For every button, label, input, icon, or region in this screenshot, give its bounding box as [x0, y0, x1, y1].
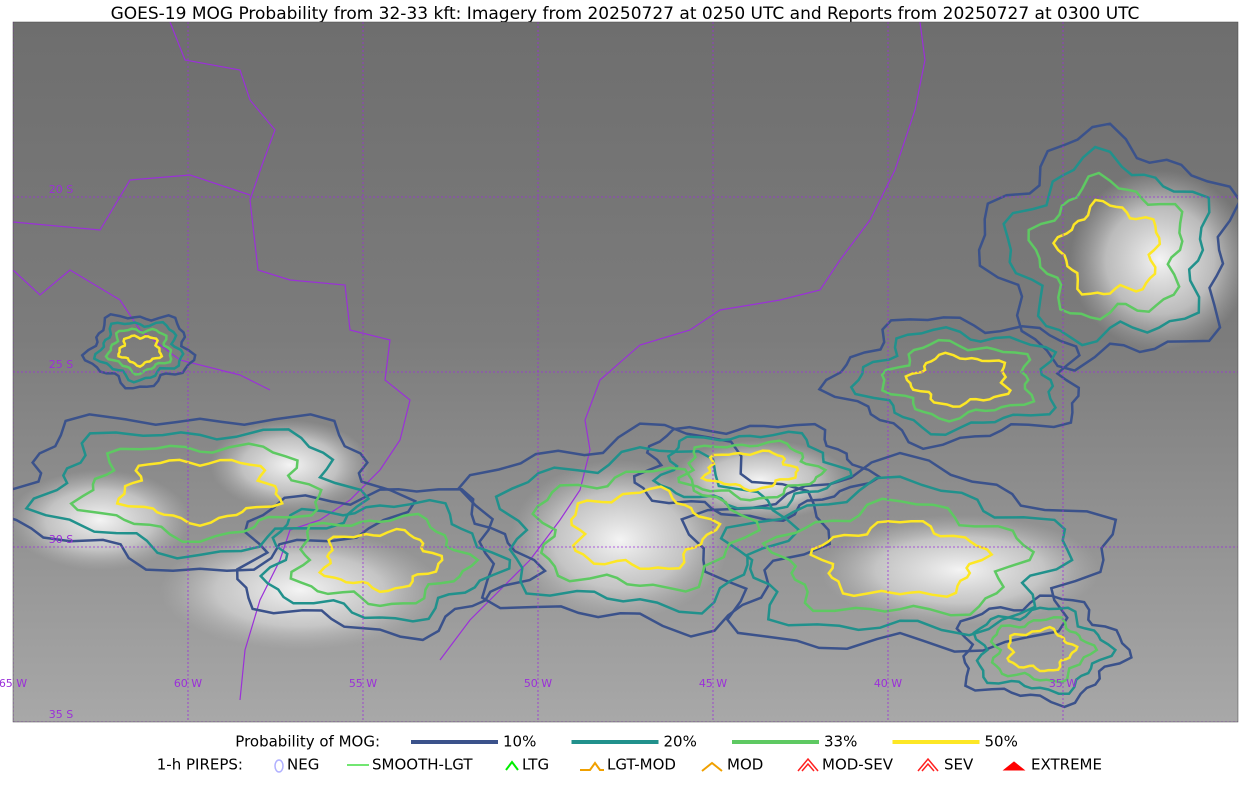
- pirep-label: LTG: [522, 756, 549, 774]
- borders: [13, 22, 926, 701]
- lat-label: 25 S: [49, 358, 73, 371]
- pirep-title: 1-h PIREPS:: [157, 756, 243, 774]
- pirep-icon: [1002, 761, 1026, 771]
- legend-label: 50%: [985, 733, 1018, 751]
- legend-label: 20%: [664, 733, 697, 751]
- map: [13, 22, 1238, 722]
- contour: [761, 497, 1036, 617]
- lat-label: 20 S: [49, 183, 73, 196]
- pirep-label: EXTREME: [1031, 756, 1102, 774]
- pirep-label: SMOOTH-LGT: [372, 756, 473, 774]
- pirep-icon: [505, 760, 519, 771]
- contour: [904, 351, 1013, 408]
- contour: [680, 451, 1118, 653]
- graticule: [13, 22, 1238, 722]
- pirep-icon: [701, 761, 723, 772]
- contour: [69, 442, 323, 544]
- contour: [809, 519, 994, 598]
- lat-label: 30 S: [49, 533, 73, 546]
- pirep-label: SEV: [944, 756, 974, 774]
- lat-label: 35 S: [49, 708, 73, 721]
- contour: [24, 428, 371, 560]
- contour: [317, 527, 444, 594]
- contour: [972, 606, 1118, 696]
- contour: [569, 485, 722, 570]
- contour: [531, 466, 762, 593]
- legend-title: Probability of MOG:: [235, 733, 380, 751]
- contour: [289, 512, 480, 608]
- pirep-icon: [580, 761, 604, 771]
- contour: [1002, 145, 1211, 347]
- contour: [677, 439, 828, 502]
- contour: [1027, 171, 1184, 321]
- lon-label: 50 W: [524, 677, 552, 690]
- contour: [80, 312, 197, 390]
- contour: [1006, 625, 1079, 673]
- lon-label: 40 W: [874, 677, 902, 690]
- contour: [117, 334, 164, 368]
- pirep-icon: [917, 757, 939, 772]
- contour: [719, 475, 1074, 637]
- map-frame: [12, 21, 1239, 723]
- contour: [651, 430, 853, 511]
- contour: [1051, 198, 1162, 296]
- contour: [849, 326, 1058, 437]
- lon-label: 55 W: [349, 677, 377, 690]
- lon-label: 65 W: [0, 677, 27, 690]
- contour: [258, 498, 512, 623]
- contour: [989, 615, 1099, 684]
- pirep-icon: [274, 759, 284, 773]
- pirep-label: MOD-SEV: [822, 756, 894, 774]
- pirep-label: NEG: [287, 756, 319, 774]
- contour: [955, 594, 1133, 709]
- contour: [13, 413, 418, 573]
- pirep-label: LGT-MOD: [607, 756, 676, 774]
- title: GOES-19 MOG Probability from 32-33 kft: …: [111, 4, 1140, 24]
- contour: [880, 338, 1036, 423]
- lon-label: 45 W: [699, 677, 727, 690]
- contour: [457, 422, 832, 638]
- lon-label: 60 W: [174, 677, 202, 690]
- lon-label: 35 W: [1049, 677, 1077, 690]
- legend-label: 33%: [824, 733, 857, 751]
- pirep-label: MOD: [727, 756, 763, 774]
- contour: [977, 122, 1238, 372]
- contour: [92, 320, 185, 384]
- contour: [817, 316, 1081, 451]
- contour: [104, 327, 173, 376]
- contour: [699, 449, 800, 493]
- contour: [115, 458, 284, 527]
- legend: Probability of MOG: 10% 20% 33% 50% 1-h PIREP…: [157, 733, 1102, 774]
- pirep-icon: [797, 757, 819, 772]
- contour: [632, 422, 882, 522]
- legend-label: 10%: [503, 733, 536, 751]
